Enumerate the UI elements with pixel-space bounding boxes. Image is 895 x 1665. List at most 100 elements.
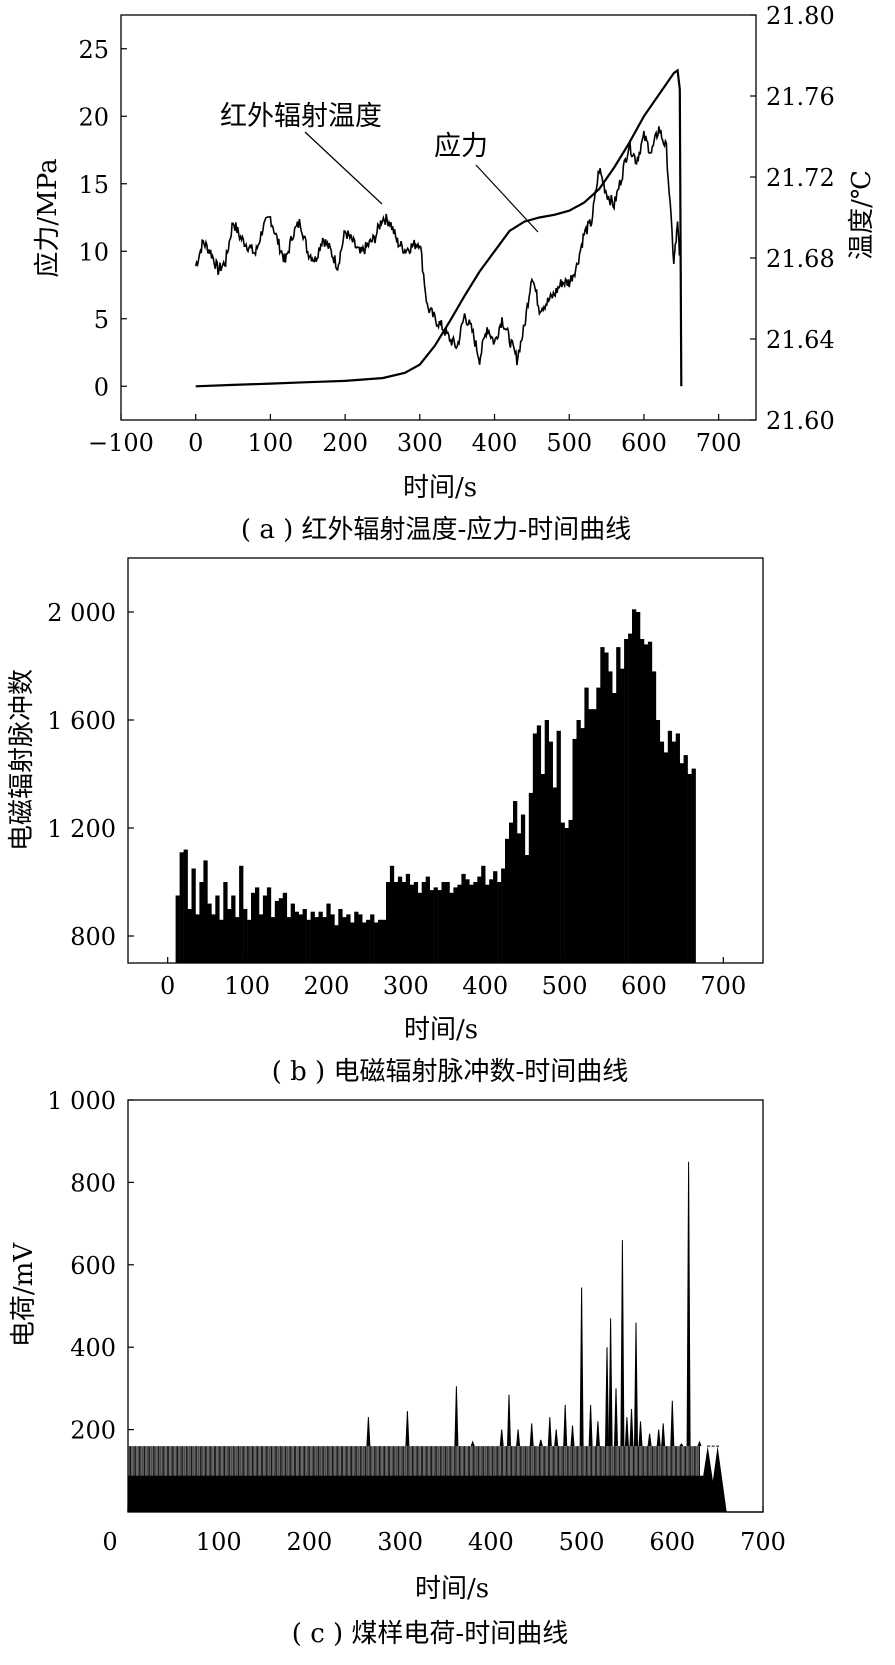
panel-a-infrared-stress-chart: −100 0 100 200 300 400 500 600 700 0 5 10 15 20 25 21… (33, 2, 877, 545)
bar (290, 903, 295, 963)
charge-spike (614, 1388, 618, 1447)
bar (266, 887, 272, 963)
bar (580, 728, 585, 963)
charge-spike (661, 1423, 666, 1447)
panel-b-x-tick-label: 700 (700, 972, 746, 1000)
bar (421, 882, 426, 963)
panel-a-y2-ticks: 21.60 21.64 21.68 21.72 21.76 21.80 (750, 2, 835, 435)
bar (386, 882, 391, 963)
panel-a-y2-tick-label: 21.80 (766, 2, 835, 30)
panel-c-series (127, 1161, 763, 1513)
bar (306, 919, 311, 963)
bar (544, 720, 549, 963)
panel-c-x-tick-label: 700 (740, 1528, 786, 1556)
panel-c-y-tick-label: 800 (70, 1169, 116, 1197)
panel-a-plot-frame (120, 14, 757, 421)
bar (540, 774, 546, 963)
bar (568, 819, 573, 963)
panel-a-x-tick-label: 500 (546, 429, 592, 457)
charge-spike (647, 1433, 652, 1447)
charge-spike (670, 1400, 675, 1447)
panel-a-x-tick-label: 700 (696, 429, 742, 457)
bar (556, 730, 561, 963)
bar (405, 873, 411, 963)
bar (354, 911, 359, 963)
charge-spike (507, 1394, 511, 1447)
panel-b-y-tick-label: 1 200 (47, 815, 116, 843)
bar (382, 919, 387, 963)
bar (326, 903, 331, 963)
bar (298, 914, 303, 963)
bar (294, 911, 299, 963)
panel-c-x-ticks: 0 100 200 300 400 500 600 700 (102, 1506, 786, 1556)
bar (616, 647, 621, 963)
bar (330, 914, 335, 963)
panel-b-x-tick-label: 600 (621, 972, 667, 1000)
panel-a-y2-tick-label: 21.72 (766, 164, 835, 192)
charge-spike (605, 1347, 609, 1447)
bar (350, 922, 355, 963)
bar (362, 922, 367, 963)
bar (509, 822, 514, 963)
bar (366, 919, 371, 963)
bar (679, 763, 684, 963)
panel-a-y-tick-label: 5 (94, 306, 109, 334)
bar (687, 774, 692, 963)
panel-a-y-axis-label: 应力/MPa (33, 158, 63, 277)
bar (659, 741, 665, 963)
bar (663, 752, 669, 963)
bar (532, 733, 538, 963)
bar (370, 914, 375, 963)
bar (473, 882, 478, 963)
bar (278, 898, 284, 963)
charge-spike (608, 1318, 613, 1447)
bar (643, 644, 649, 963)
bar (513, 801, 518, 963)
panel-a-annotation-infrared-leader (304, 131, 383, 205)
bar (667, 730, 673, 963)
bar (576, 720, 581, 963)
bar (560, 822, 565, 963)
series-infrared-temperature-line (194, 126, 683, 366)
panel-a-y-tick-label: 25 (78, 36, 109, 64)
charge-spike (697, 1440, 702, 1447)
charge-spike (454, 1386, 459, 1447)
bar (342, 917, 347, 963)
bar (231, 895, 236, 963)
panel-a-series (194, 68, 683, 388)
panel-a-y2-tick-label: 21.60 (766, 407, 835, 435)
bar (429, 890, 434, 963)
panel-c-charge-chart: 0 100 200 300 400 500 600 700 200 400 600 800 1 000… (9, 1087, 786, 1649)
bar (270, 917, 276, 963)
panel-a-x-tick-label: 600 (621, 429, 667, 457)
bar (207, 903, 212, 963)
bar (536, 725, 542, 963)
panel-c-x-tick-label: 600 (649, 1528, 695, 1556)
panel-b-caption: ( b ) 电磁辐射脉冲数-时间曲线 (272, 1057, 629, 1087)
bar (457, 884, 462, 963)
panel-b-x-axis-label: 时间/s (404, 1015, 478, 1045)
bar (203, 860, 208, 963)
panel-a-x-ticks: −100 0 100 200 300 400 500 600 700 (88, 414, 742, 457)
panel-c-y-axis-label: 电荷/mV (9, 1242, 39, 1347)
bar (318, 911, 323, 963)
charge-spike (595, 1421, 600, 1447)
bar (691, 768, 696, 963)
panel-c-caption: ( c ) 煤样电荷-时间曲线 (292, 1619, 568, 1649)
panel-a-annotation-infrared: 红外辐射温度 (220, 101, 382, 132)
panel-c-x-tick-label: 0 (102, 1528, 117, 1556)
bar (437, 890, 442, 963)
charge-spike (634, 1322, 638, 1447)
panel-b-x-ticks: 0 100 200 300 400 500 600 700 (160, 957, 746, 1000)
panel-a-y-tick-label: 15 (78, 171, 109, 199)
charge-spike (638, 1421, 643, 1447)
panel-c-x-tick-label: 400 (468, 1528, 514, 1556)
charge-baseline-fill (128, 1475, 709, 1512)
bar (262, 895, 268, 963)
bar (584, 687, 589, 963)
bar (632, 609, 637, 963)
panel-b-x-tick-label: 200 (304, 972, 350, 1000)
bar (199, 882, 204, 963)
bar (191, 868, 196, 963)
panel-c-y-tick-label: 400 (70, 1334, 116, 1362)
